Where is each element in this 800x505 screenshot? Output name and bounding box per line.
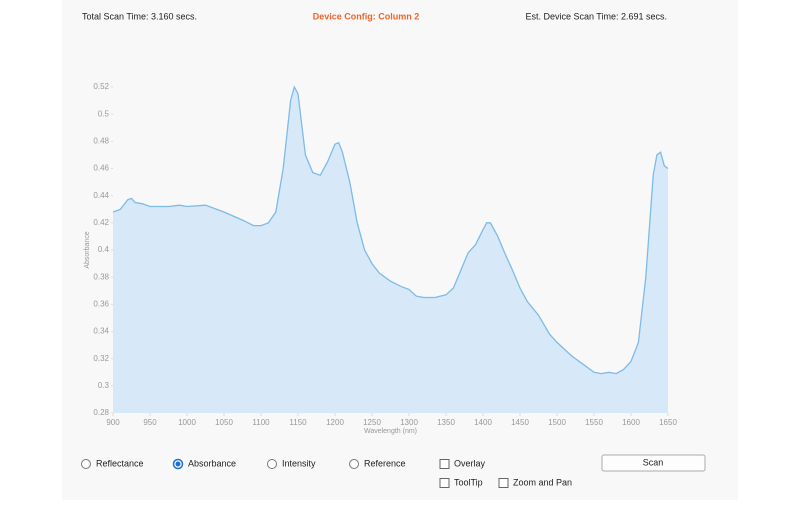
- area-fill: [113, 87, 668, 413]
- y-tick-label: 0.38: [93, 272, 109, 281]
- checkbox-label: Zoom and Pan: [513, 477, 572, 487]
- y-tick-label: 0.46: [93, 164, 109, 173]
- x-tick-label: 1100: [252, 418, 270, 427]
- checkbox-label: Overlay: [454, 458, 486, 468]
- checkbox[interactable]: [498, 478, 509, 488]
- checkbox[interactable]: [439, 478, 450, 488]
- x-tick-label: 1500: [548, 418, 566, 427]
- y-tick-label: 0.42: [93, 218, 109, 227]
- checkbox[interactable]: [439, 459, 450, 469]
- y-tick-label: 0.28: [93, 408, 109, 417]
- radio[interactable]: [349, 459, 359, 469]
- x-tick-label: 1650: [659, 418, 677, 427]
- scan-button[interactable]: [601, 454, 706, 472]
- x-tick-label: 1550: [585, 418, 603, 427]
- y-tick-label: 0.44: [93, 191, 109, 200]
- x-tick-label: 1600: [622, 418, 640, 427]
- y-tick-label: 0.32: [93, 354, 109, 363]
- radio-label: Intensity: [282, 458, 316, 468]
- x-tick-label: 1450: [511, 418, 529, 427]
- x-tick-label: 1400: [474, 418, 492, 427]
- x-tick-label: 1200: [326, 418, 344, 427]
- est-scan-time: Est. Device Scan Time: 2.691 secs.: [525, 11, 667, 21]
- radio-dot: [175, 461, 181, 467]
- y-axis-label: Absorbance: [84, 231, 91, 268]
- x-tick-label: 1000: [178, 418, 196, 427]
- x-tick-label: 1050: [215, 418, 233, 427]
- x-tick-label: 1150: [289, 418, 307, 427]
- area-line: [112, 85, 669, 375]
- y-tick-label: 0.3: [98, 381, 110, 390]
- x-tick-label: 1250: [363, 418, 381, 427]
- y-tick-label: 0.5: [98, 109, 110, 118]
- device-config: Device Config: Column 2: [313, 11, 420, 21]
- chart: 0.28 0.3 0.32 0.34 0.36 0.38 0.4 0.42 0.44 0.46 0.…: [84, 82, 678, 435]
- radio-label: Absorbance: [188, 458, 236, 468]
- y-tick-label: 0.34: [93, 327, 109, 336]
- scan-button-label: Scan: [643, 457, 664, 467]
- y-tick-label: 0.4: [98, 245, 110, 254]
- checkbox-label: ToolTip: [454, 477, 483, 487]
- total-scan-time: Total Scan Time: 3.160 secs.: [82, 11, 197, 21]
- x-tick-label: 1300: [400, 418, 418, 427]
- x-tick-label: 950: [143, 418, 157, 427]
- y-tick-label: 0.52: [93, 82, 109, 91]
- x-tick-label: 1350: [437, 418, 455, 427]
- controls: Reflectance Absorbance Intensity Reference O…: [81, 454, 706, 488]
- y-tick-label: 0.36: [93, 299, 109, 308]
- x-tick-label: 900: [106, 418, 120, 427]
- radio[interactable]: [267, 459, 277, 469]
- radio-label: Reference: [364, 458, 406, 468]
- x-axis-label: Wavelength (nm): [364, 428, 417, 435]
- y-tick-label: 0.48: [93, 136, 109, 145]
- radio-label: Reflectance: [96, 458, 144, 468]
- radio[interactable]: [81, 459, 91, 469]
